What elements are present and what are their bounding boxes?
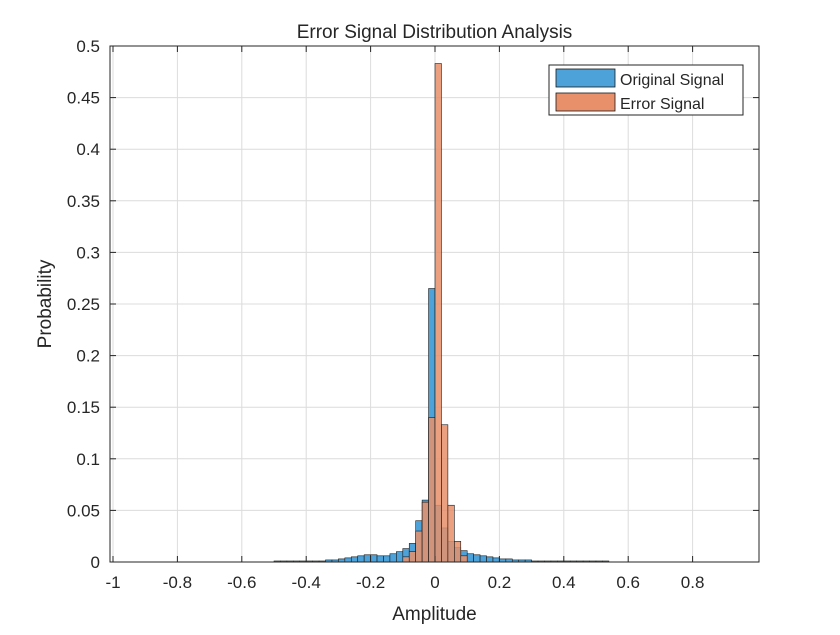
y-tick-label: 0.3 — [76, 243, 100, 262]
y-tick-label: 0.05 — [67, 501, 100, 520]
error-signal-bar — [434, 63, 442, 563]
x-tick-label: -0.6 — [227, 573, 256, 592]
x-tick-label: 0.8 — [681, 573, 705, 592]
x-tick-label: 0.6 — [616, 573, 640, 592]
y-tick-label: 0.25 — [67, 295, 100, 314]
y-tick-label: 0.5 — [76, 37, 100, 56]
original-signal-bar — [344, 557, 352, 563]
error-signal-bar — [454, 541, 462, 563]
x-tick-label: 0 — [430, 573, 439, 592]
y-tick-label: 0.2 — [76, 347, 100, 366]
x-tick-label: -0.4 — [292, 573, 321, 592]
original-signal-bar — [383, 555, 391, 563]
original-signal-bar — [492, 557, 500, 563]
original-signal-bar — [363, 554, 371, 563]
legend-swatch-original-signal — [555, 68, 616, 88]
x-tick-label: 0.2 — [488, 573, 512, 592]
legend-label-original-signal: Original Signal — [620, 72, 724, 89]
y-axis-label: Probability — [35, 259, 56, 348]
original-signal-bar — [357, 555, 365, 563]
error-signal-bar — [441, 424, 449, 563]
error-signal-bar — [460, 555, 468, 563]
error-signal-bar — [428, 417, 436, 563]
y-tick-label: 0 — [91, 553, 100, 572]
x-tick-label: -1 — [105, 573, 120, 592]
axis-ticks: -1 -0.8 -0.6 -0.4 -0.2 0 0.2 0.4 0.6 0.8 0 0.05 0.1 0… — [67, 37, 759, 592]
original-signal-bar — [473, 554, 481, 563]
error-signal-bars — [402, 63, 468, 563]
error-signal-bar — [447, 504, 455, 563]
chart-title: Error Signal Distribution Analysis — [297, 22, 573, 43]
error-signal-bar — [415, 530, 423, 563]
original-signal-bar — [486, 556, 494, 563]
y-tick-label: 0.4 — [76, 140, 100, 159]
legend-swatch-error-signal — [555, 92, 616, 112]
x-tick-label: -0.2 — [356, 573, 385, 592]
x-tick-label: 0.4 — [552, 573, 576, 592]
original-signal-bar — [389, 553, 397, 563]
original-signal-bar — [370, 554, 378, 563]
y-tick-label: 0.15 — [67, 398, 100, 417]
original-signal-bar — [396, 551, 404, 563]
x-axis-label: Amplitude — [392, 604, 477, 625]
y-tick-label: 0.35 — [67, 192, 100, 211]
x-tick-label: -0.8 — [163, 573, 192, 592]
legend-label-error-signal: Error Signal — [620, 96, 704, 113]
error-signal-bar — [421, 501, 429, 563]
y-tick-label: 0.45 — [67, 89, 100, 108]
original-signal-bar — [466, 553, 474, 563]
y-tick-label: 0.1 — [76, 450, 100, 469]
error-signal-bar — [408, 551, 416, 563]
legend[interactable]: Original Signal Error Signal — [548, 64, 744, 116]
original-signal-bar — [350, 556, 359, 563]
error-signal-bar — [402, 556, 410, 563]
original-signal-bar — [376, 555, 384, 563]
original-signal-bar — [479, 555, 487, 563]
